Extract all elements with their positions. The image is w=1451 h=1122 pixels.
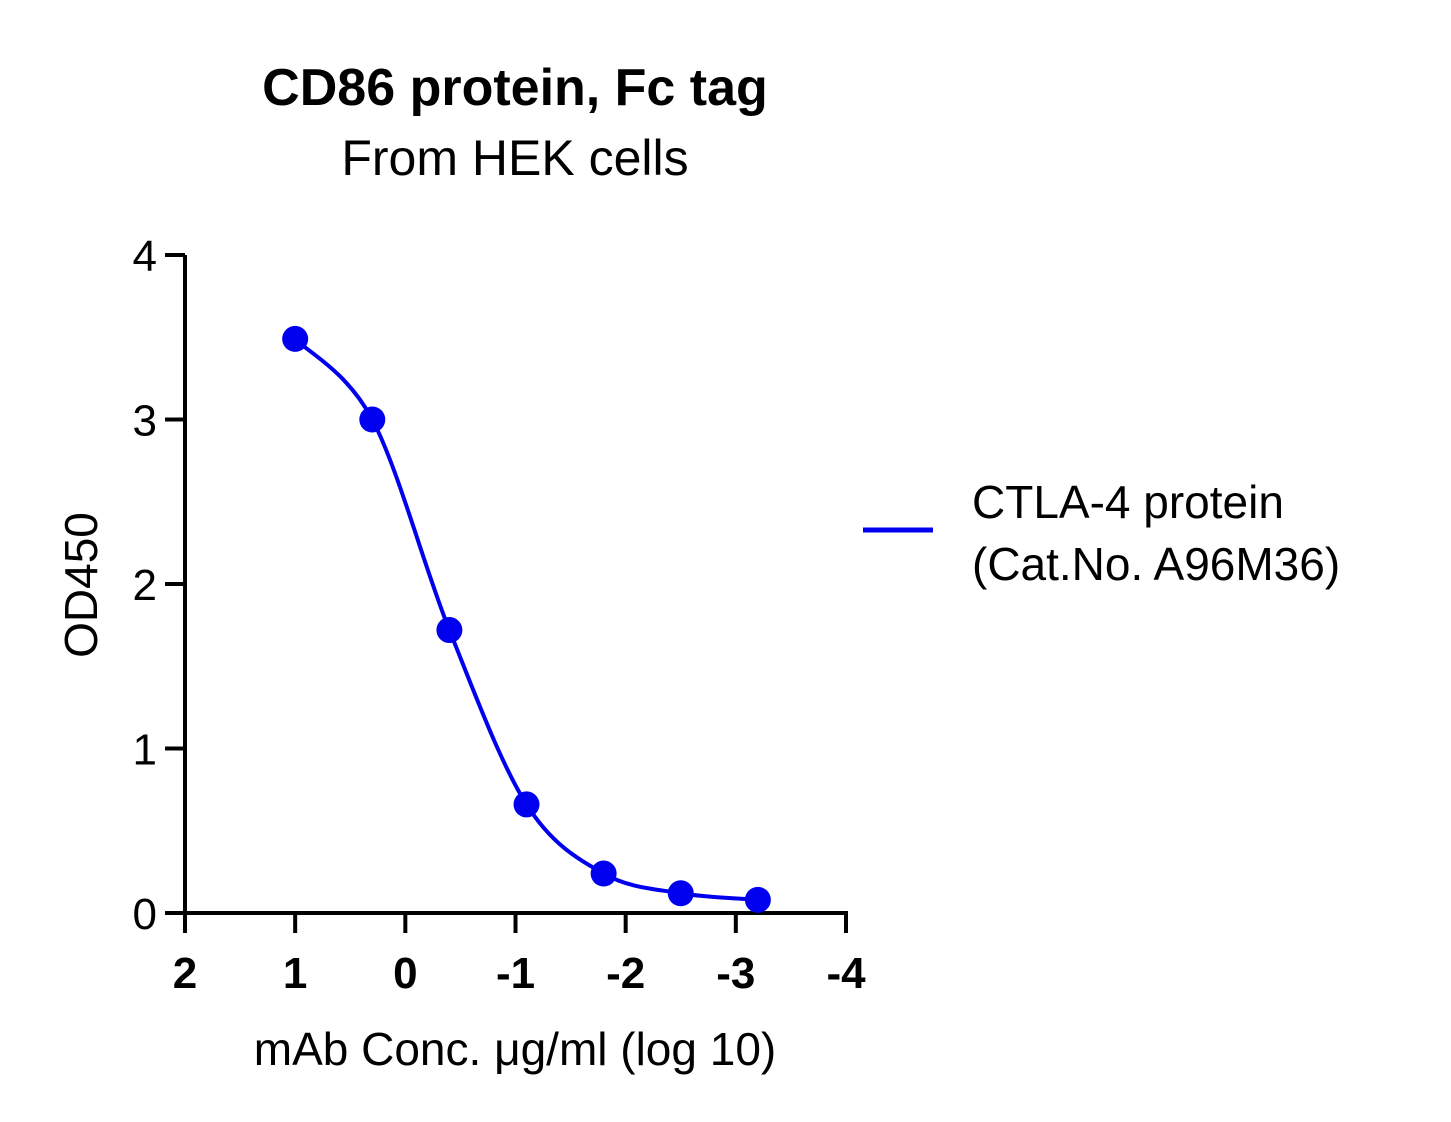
data-point [744, 886, 771, 913]
chart-subtitle: From HEK cells [341, 130, 688, 186]
data-point [359, 406, 386, 433]
y-tick-label: 3 [133, 397, 157, 446]
data-point [590, 860, 617, 887]
legend: CTLA-4 protein (Cat.No. A96M36) [863, 476, 1340, 590]
axes: 0 1 2 3 4 2 1 0 -1 -2 -3 -4 [133, 232, 867, 998]
x-tick-label: -2 [606, 949, 645, 998]
x-tick-label: 1 [283, 949, 307, 998]
x-tick-label: -4 [826, 949, 866, 998]
legend-label: CTLA-4 protein [972, 476, 1284, 528]
x-tick-label: 2 [173, 949, 197, 998]
x-tick-label: -1 [496, 949, 535, 998]
data-point [513, 791, 540, 818]
y-tick-label: 2 [133, 561, 157, 610]
y-axis-label: OD450 [55, 512, 107, 658]
data-points [282, 325, 771, 913]
y-tick-label: 0 [133, 890, 157, 939]
y-tick-label: 1 [133, 726, 157, 775]
data-point [282, 325, 309, 352]
x-tick-label: 0 [393, 949, 417, 998]
data-point [667, 880, 694, 907]
x-axis-label: mAb Conc. μg/ml (log 10) [254, 1023, 776, 1075]
y-tick-label: 4 [133, 232, 157, 281]
legend-label: (Cat.No. A96M36) [972, 538, 1340, 590]
x-tick-label: -3 [716, 949, 755, 998]
chart-title: CD86 protein, Fc tag [262, 59, 768, 117]
data-point [436, 617, 463, 644]
